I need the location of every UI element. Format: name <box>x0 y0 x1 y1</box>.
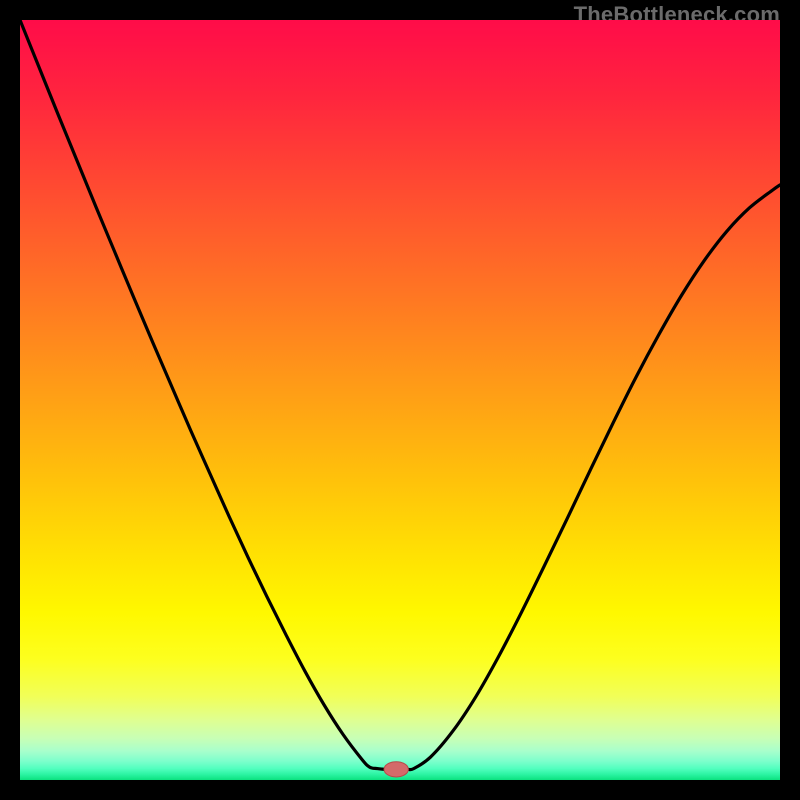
gradient-background <box>20 20 780 780</box>
optimal-point-marker <box>384 762 408 777</box>
bottleneck-chart <box>20 20 780 780</box>
chart-frame: TheBottleneck.com <box>0 0 800 800</box>
